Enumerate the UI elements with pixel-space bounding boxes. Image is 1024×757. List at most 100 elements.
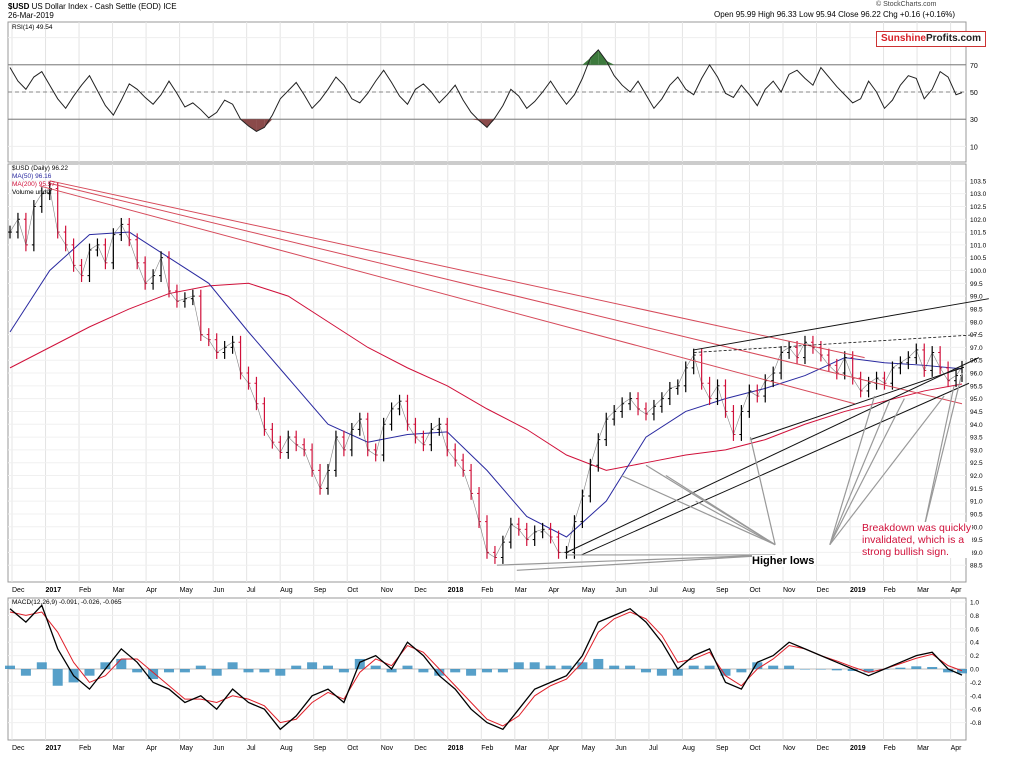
price-y-tick-label: 95.0 bbox=[970, 396, 983, 403]
macd-histogram-bar bbox=[513, 662, 524, 669]
price-y-tick-label: 90.5 bbox=[970, 511, 983, 518]
higher-lows-pointer bbox=[829, 400, 891, 545]
macd-histogram-bar bbox=[656, 669, 667, 676]
macd-histogram-bar bbox=[20, 669, 31, 676]
price-close-line bbox=[9, 188, 963, 558]
macd-histogram-bar bbox=[179, 669, 190, 673]
brand-logo: SunshineProfits.com bbox=[876, 31, 986, 47]
macd-x-tick-label: Dec bbox=[414, 745, 427, 752]
macd-histogram-bar bbox=[529, 662, 540, 669]
price-y-tick-label: 102.0 bbox=[970, 217, 987, 224]
price-y-tick-label: 91.0 bbox=[970, 499, 983, 506]
macd-histogram-bar bbox=[545, 665, 556, 669]
red-trendline-lower bbox=[39, 185, 855, 405]
macd-x-tick-label: Feb bbox=[481, 745, 493, 752]
rsi-y-tick-label: 30 bbox=[970, 117, 978, 124]
price-y-tick-label: 101.5 bbox=[970, 230, 987, 237]
price-x-tick-label: Sep bbox=[716, 587, 729, 594]
breakdown-pointer bbox=[923, 385, 955, 527]
price-y-tick-label: 98.0 bbox=[970, 319, 983, 326]
price-x-tick-label: Mar bbox=[917, 587, 930, 594]
macd-y-tick-label: -0.6 bbox=[970, 707, 982, 714]
macd-x-tick-label: Mar bbox=[113, 745, 126, 752]
macd-histogram-bar bbox=[148, 669, 159, 680]
price-y-tick-label: 89.5 bbox=[970, 537, 983, 544]
price-x-tick-label: Dec bbox=[414, 587, 427, 594]
rsi-y-tick-label: 50 bbox=[970, 90, 978, 97]
macd-histogram-bar bbox=[497, 669, 508, 673]
macd-histogram-bar bbox=[927, 666, 938, 669]
price-legend-ma50: MA(50) 96.16 bbox=[12, 173, 52, 180]
macd-x-tick-label: Dec bbox=[12, 745, 25, 752]
price-x-tick-label: Nov bbox=[381, 587, 394, 594]
higher-lows-pointer bbox=[829, 395, 945, 546]
price-y-tick-label: 102.5 bbox=[970, 204, 987, 211]
macd-histogram-bar bbox=[227, 662, 238, 669]
macd-x-tick-label: Oct bbox=[347, 745, 358, 752]
macd-x-tick-label: Jun bbox=[213, 745, 224, 752]
price-legend-ma200: MA(200) 95.57 bbox=[12, 181, 55, 188]
price-x-tick-label: Mar bbox=[113, 587, 126, 594]
macd-histogram-bar bbox=[466, 669, 477, 676]
macd-x-tick-label: 2017 bbox=[46, 745, 62, 752]
rsi-oversold-fill bbox=[264, 119, 273, 128]
price-y-tick-label: 94.5 bbox=[970, 409, 983, 416]
macd-histogram-bar bbox=[243, 669, 254, 673]
macd-histogram-bar bbox=[736, 669, 747, 673]
macd-x-tick-label: Oct bbox=[749, 745, 760, 752]
price-y-tick-label: 103.5 bbox=[970, 178, 987, 185]
macd-x-tick-label: Apr bbox=[548, 745, 560, 752]
macd-histogram-bar bbox=[593, 658, 604, 669]
macd-x-tick-label: Nov bbox=[381, 745, 394, 752]
price-legend-volume: Volume undef bbox=[12, 189, 52, 196]
macd-histogram-bar bbox=[799, 669, 810, 670]
price-x-tick-label: Apr bbox=[951, 587, 963, 594]
quote-line: Open 95.99 High 96.33 Low 95.94 Close 96… bbox=[714, 10, 956, 19]
macd-x-tick-label: May bbox=[180, 745, 194, 752]
macd-x-tick-label: 2018 bbox=[448, 745, 464, 752]
macd-x-tick-label: Sep bbox=[716, 745, 729, 752]
macd-histogram-bar bbox=[943, 669, 954, 673]
breakdown-pointer bbox=[923, 372, 963, 527]
macd-histogram-bar bbox=[704, 665, 715, 669]
exchange: ICE bbox=[163, 2, 177, 11]
higher-lows-pointer bbox=[620, 474, 776, 546]
macd-histogram-bar bbox=[370, 665, 381, 669]
price-y-tick-label: 103.0 bbox=[970, 191, 987, 198]
red-trendline-middle bbox=[49, 180, 865, 359]
watermark: © StockCharts.com bbox=[876, 1, 937, 8]
price-y-tick-label: 91.5 bbox=[970, 486, 983, 493]
higher-lows-pointer bbox=[496, 554, 776, 566]
price-y-tick-label: 94.0 bbox=[970, 422, 983, 429]
macd-x-tick-label: Jun bbox=[615, 745, 626, 752]
macd-x-tick-label: Jul bbox=[247, 745, 256, 752]
price-x-tick-label: Nov bbox=[783, 587, 796, 594]
price-y-tick-label: 98.5 bbox=[970, 306, 983, 313]
macd-histogram-bar bbox=[338, 669, 349, 673]
price-x-tick-label: Aug bbox=[280, 587, 293, 594]
rsi-y-tick-label: 10 bbox=[970, 144, 978, 151]
rsi-label: RSI(14) 49.54 bbox=[12, 24, 53, 31]
higher-lows-annotation: Higher lows bbox=[752, 555, 815, 567]
price-x-tick-label: 2017 bbox=[46, 587, 62, 594]
macd-x-tick-label: Apr bbox=[951, 745, 963, 752]
rsi-oversold-fill bbox=[248, 119, 257, 132]
macd-y-tick-label: 0.4 bbox=[970, 640, 979, 647]
price-x-tick-label: Apr bbox=[146, 587, 158, 594]
price-y-tick-label: 93.5 bbox=[970, 435, 983, 442]
macd-histogram-bar bbox=[672, 669, 683, 676]
price-legend-main: $USD (Daily) 96.22 bbox=[12, 165, 68, 172]
macd-y-tick-label: 1.0 bbox=[970, 600, 979, 607]
macd-x-tick-label: Apr bbox=[146, 745, 158, 752]
upper-rising-trendline bbox=[693, 298, 989, 351]
macd-histogram-bar bbox=[418, 669, 429, 673]
price-x-tick-label: 2019 bbox=[850, 587, 866, 594]
macd-histogram-bar bbox=[625, 665, 636, 669]
price-x-tick-label: Mar bbox=[515, 587, 528, 594]
macd-histogram-bar bbox=[609, 665, 620, 669]
higher-lows-pointer bbox=[829, 395, 876, 545]
higher-lows-pointer bbox=[516, 554, 776, 571]
price-y-tick-label: 92.0 bbox=[970, 473, 983, 480]
macd-x-tick-label: Feb bbox=[79, 745, 91, 752]
